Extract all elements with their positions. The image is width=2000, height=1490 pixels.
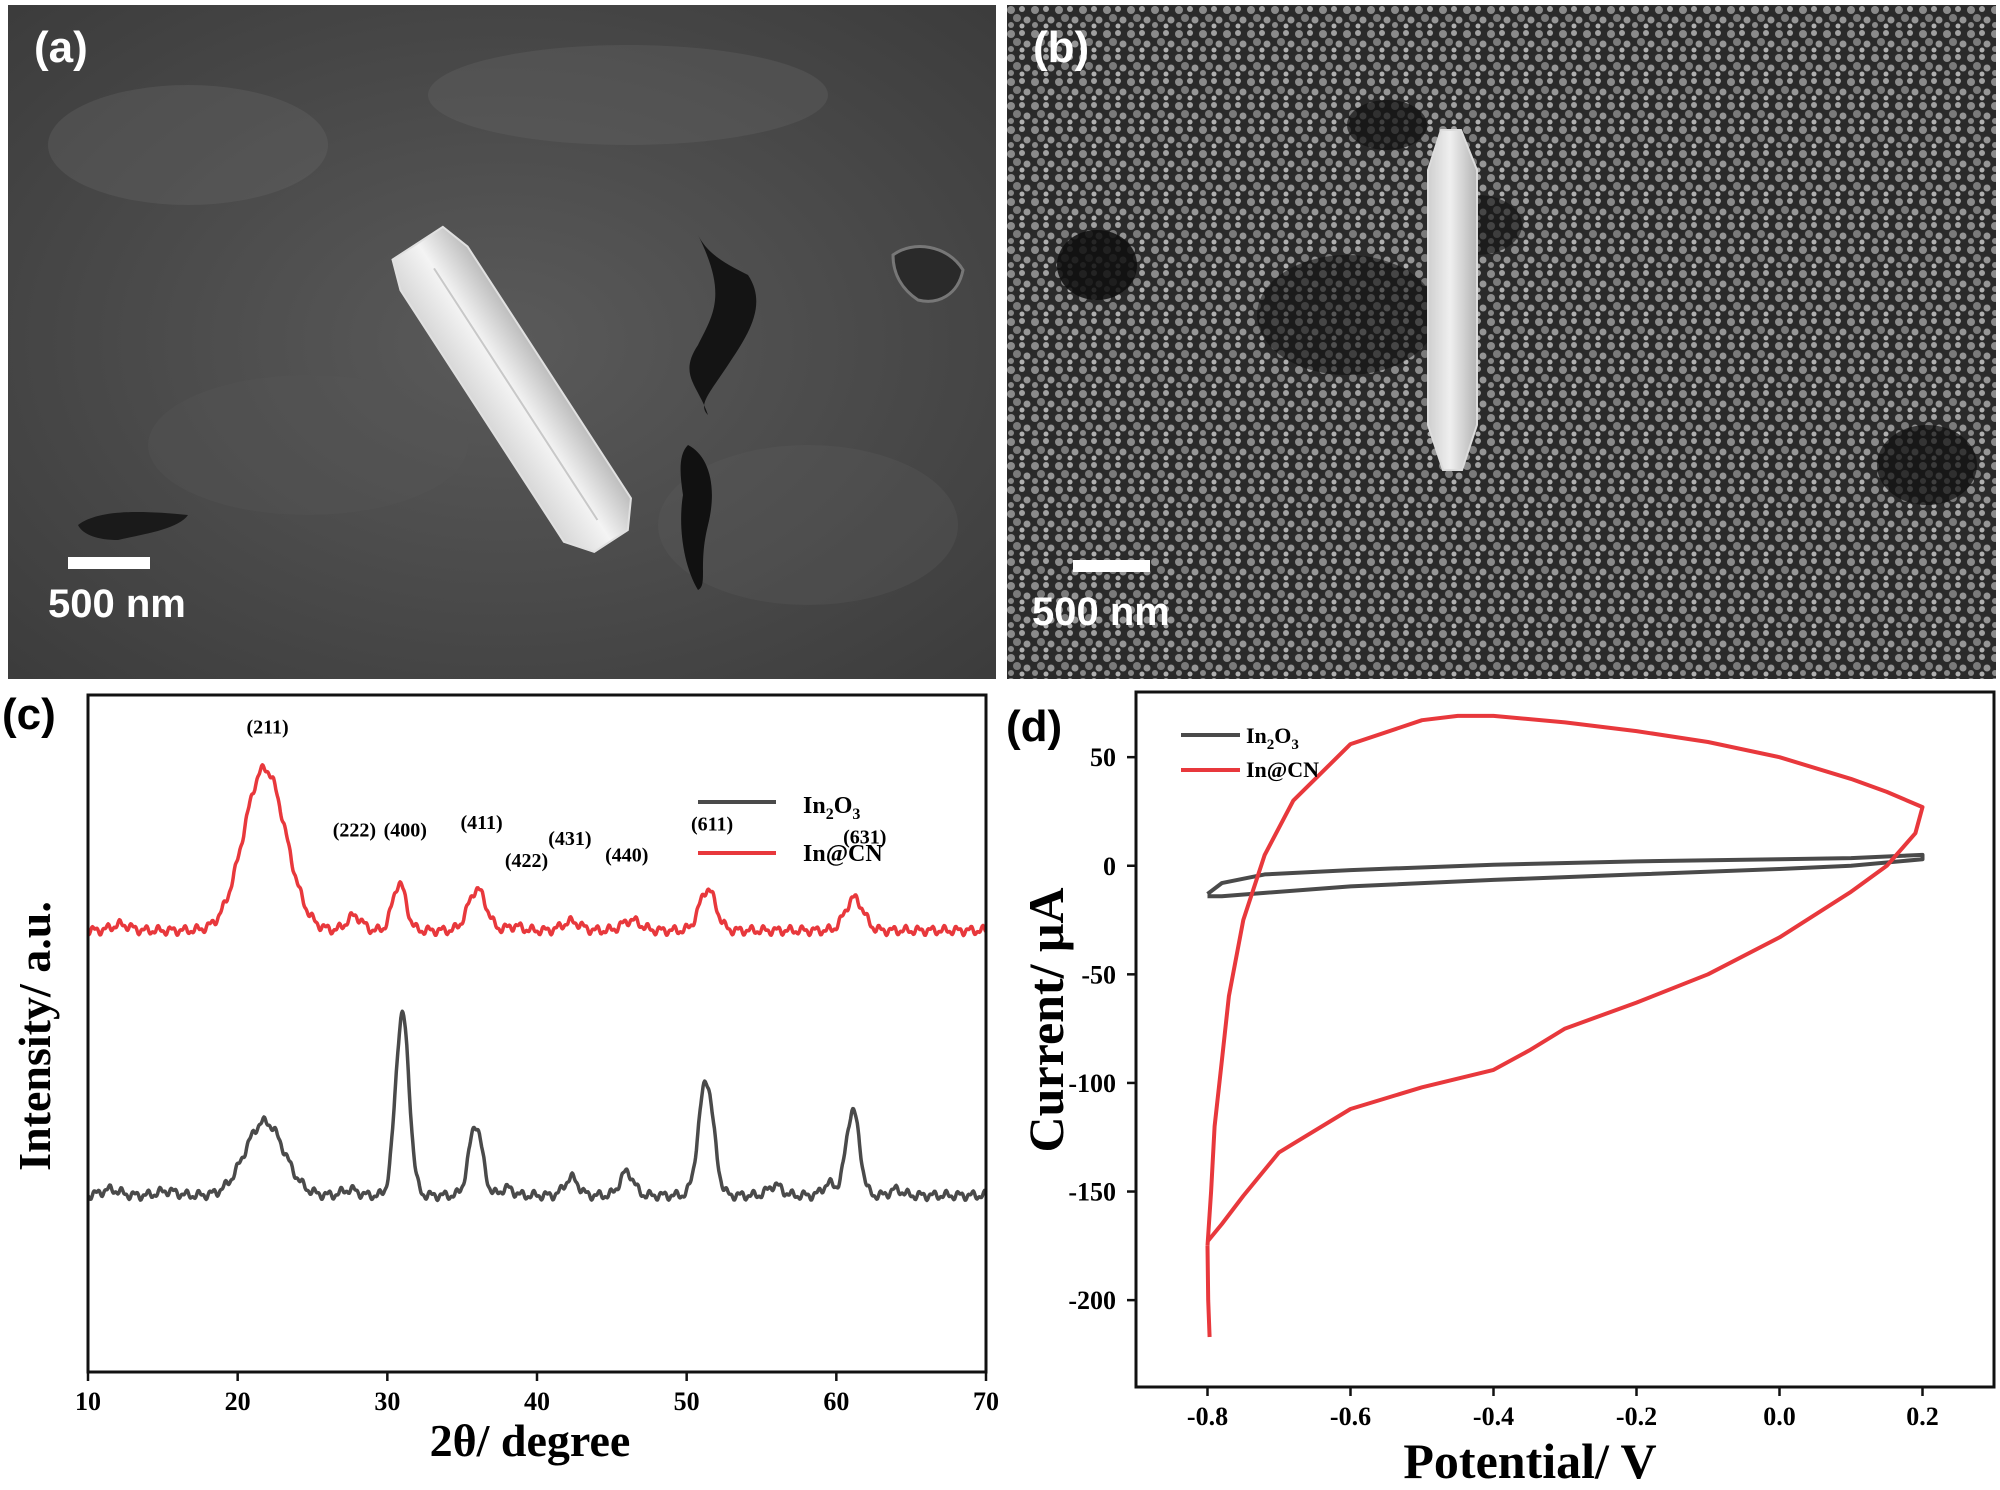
xrd-series-in-cn xyxy=(86,763,988,938)
cv-series-incn-tail xyxy=(1205,1245,1212,1338)
cv-x-tick-label-2: -0.4 xyxy=(1473,1402,1514,1431)
xrd-plot-frame xyxy=(86,693,988,1374)
cv-y-tick-label-5: -200 xyxy=(1068,1286,1116,1315)
cv-y-tick-label-2: -50 xyxy=(1081,960,1116,989)
sem-image-a: (a) 500 nm xyxy=(8,5,996,679)
panel-label-d: (d) xyxy=(1006,702,1063,751)
scale-text-b: 500 nm xyxy=(1032,590,1170,634)
cv-x-tick-label-3: -0.2 xyxy=(1616,1402,1657,1431)
cv-plot-frame xyxy=(1134,690,1996,1389)
cv-x-tick-label-1: -0.6 xyxy=(1330,1402,1371,1431)
panel-label-b: (b) xyxy=(1033,23,1090,72)
xrd-x-tick-label-50: 50 xyxy=(674,1387,700,1416)
sem-texture-a xyxy=(8,5,996,679)
panel-label-c: (c) xyxy=(2,690,56,739)
cv-series-in2o3 xyxy=(1206,852,1925,899)
xrd-peak-label-422: (422) xyxy=(505,850,548,872)
xrd-peak-label-611: (611) xyxy=(691,813,733,835)
xrd-series-in2o3 xyxy=(86,1009,988,1203)
xrd-chart: 10 20 30 40 50 60 70 (211) (222) (400) (411)(422)… xyxy=(9,693,999,1466)
xrd-peak-label-440: (440) xyxy=(605,844,648,866)
cv-y-tick-label-0: 50 xyxy=(1090,743,1116,772)
cv-y-axis-label: Current/ μA xyxy=(1018,888,1074,1153)
xrd-y-axis-label: Intensity/ a.u. xyxy=(9,901,60,1171)
xrd-legend-label-incn: In@CN xyxy=(803,841,883,867)
xrd-peak-label-431: (431) xyxy=(548,828,591,850)
xrd-x-tick-label-70: 70 xyxy=(973,1387,999,1416)
sem-texture-b xyxy=(1007,5,1996,679)
xrd-legend: In2O3 In@CN xyxy=(698,793,883,867)
xrd-chart-panel: 10 20 30 40 50 60 70 (211) (222) (400) (411) (422)… xyxy=(0,686,1000,1490)
scale-bar-a xyxy=(68,557,150,569)
cv-y-tick-label-3: -100 xyxy=(1068,1069,1116,1098)
cv-chart: -0.8 -0.6 -0.4 -0.2 0.0 0.2 50 0 -50 -100 -150 -200… xyxy=(1018,690,1996,1489)
xrd-x-axis-label: 2θ/ degree xyxy=(430,1415,631,1466)
cv-series-in-cn xyxy=(1205,713,1925,1246)
xrd-x-tick-label-60: 60 xyxy=(823,1387,849,1416)
xrd-peak-label-411: (411) xyxy=(461,812,503,834)
sem-image-b: (b) 500 nm xyxy=(1007,5,1996,679)
panel-label-a: (a) xyxy=(34,23,88,72)
scale-bar-b xyxy=(1073,560,1150,572)
cv-legend-label-incn: In@CN xyxy=(1246,757,1319,782)
scale-text-a: 500 nm xyxy=(48,582,186,626)
xrd-peak-label-400: (400) xyxy=(384,819,427,841)
cv-legend-label-in2o3: In2O3 xyxy=(1246,723,1299,753)
cv-x-axis-label: Potential/ V xyxy=(1403,1433,1656,1489)
cv-x-tick-label-4: 0.0 xyxy=(1763,1402,1796,1431)
xrd-x-tick-label-10: 10 xyxy=(75,1387,101,1416)
cv-y-tick-label-1: 0 xyxy=(1103,852,1116,881)
xrd-x-tick-label-20: 20 xyxy=(225,1387,251,1416)
xrd-x-tick-label-30: 30 xyxy=(374,1387,400,1416)
xrd-legend-label-in2o3: In2O3 xyxy=(803,793,860,823)
cv-legend: In2O3 In@CN xyxy=(1181,723,1319,782)
cv-chart-panel: -0.8 -0.6 -0.4 -0.2 0.0 0.2 50 0 -50 -100 -150 -200… xyxy=(1000,686,2000,1490)
cv-x-tick-label-5: 0.2 xyxy=(1906,1402,1939,1431)
cv-y-tick-label-4: -150 xyxy=(1068,1178,1116,1207)
xrd-peak-label-631: (631) xyxy=(843,827,886,849)
xrd-x-tick-label-40: 40 xyxy=(524,1387,550,1416)
xrd-peak-label-211: (211) xyxy=(246,716,288,738)
cv-x-tick-label-0: -0.8 xyxy=(1187,1402,1228,1431)
xrd-peak-label-222: (222) xyxy=(333,819,376,841)
